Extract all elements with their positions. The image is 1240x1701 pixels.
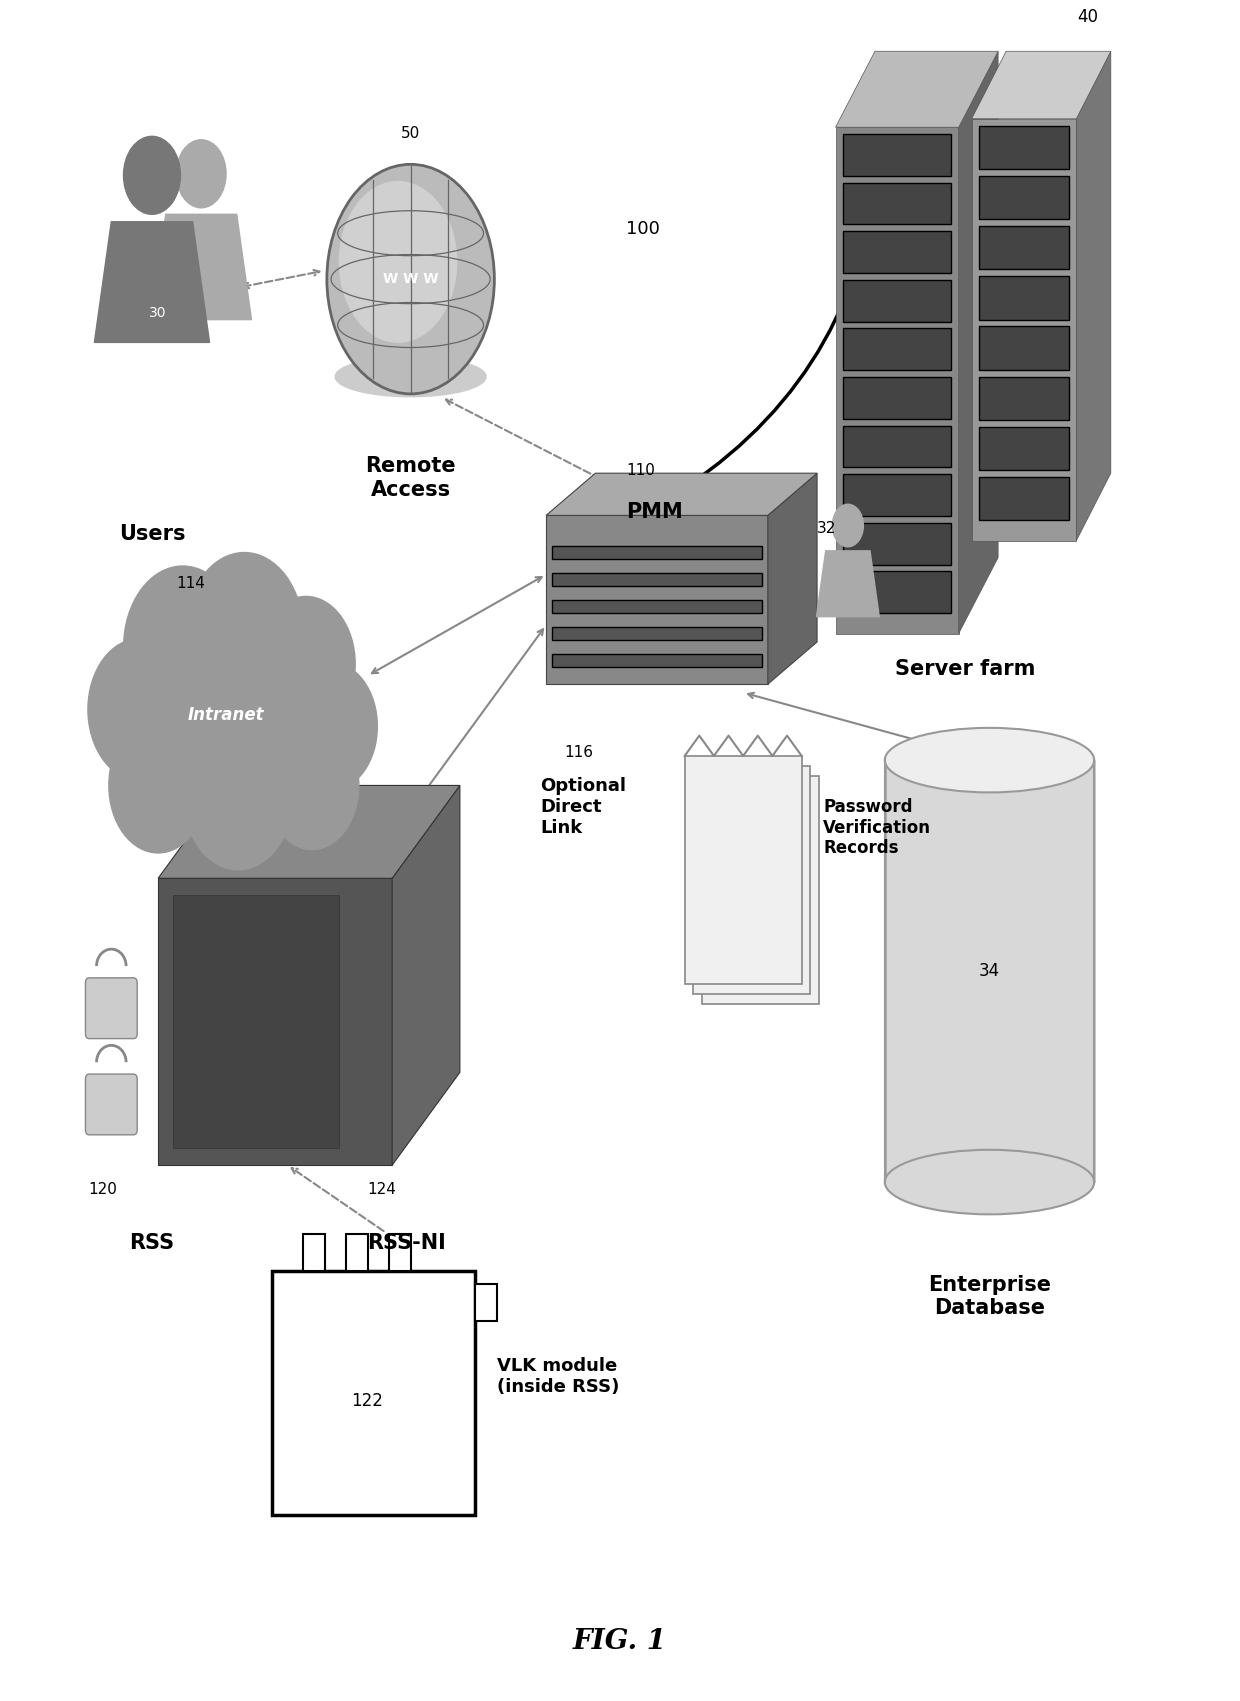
Text: 100: 100 — [626, 219, 660, 238]
FancyBboxPatch shape — [885, 760, 1094, 1182]
FancyBboxPatch shape — [843, 279, 951, 321]
Text: 50: 50 — [401, 126, 420, 141]
Text: Optional
Direct
Link: Optional Direct Link — [539, 777, 626, 837]
Polygon shape — [151, 214, 252, 320]
FancyBboxPatch shape — [980, 476, 1069, 521]
FancyBboxPatch shape — [843, 182, 951, 225]
FancyBboxPatch shape — [552, 600, 761, 614]
Circle shape — [284, 662, 377, 791]
FancyBboxPatch shape — [172, 895, 340, 1148]
Text: 110: 110 — [626, 463, 655, 478]
FancyBboxPatch shape — [843, 231, 951, 274]
FancyBboxPatch shape — [552, 573, 761, 587]
Text: Users: Users — [119, 524, 185, 544]
FancyBboxPatch shape — [159, 878, 392, 1165]
FancyBboxPatch shape — [693, 765, 810, 993]
Text: Enterprise
Database: Enterprise Database — [928, 1274, 1052, 1318]
FancyBboxPatch shape — [86, 1073, 138, 1135]
Polygon shape — [1076, 51, 1111, 541]
Circle shape — [176, 139, 226, 208]
FancyBboxPatch shape — [843, 134, 951, 175]
FancyBboxPatch shape — [843, 522, 951, 565]
FancyBboxPatch shape — [980, 427, 1069, 469]
FancyBboxPatch shape — [702, 776, 818, 1004]
FancyBboxPatch shape — [980, 175, 1069, 219]
Circle shape — [124, 136, 180, 214]
FancyBboxPatch shape — [303, 1233, 325, 1271]
FancyBboxPatch shape — [843, 572, 951, 614]
Text: 124: 124 — [367, 1182, 397, 1198]
Text: VLK module
(inside RSS): VLK module (inside RSS) — [497, 1357, 619, 1395]
Ellipse shape — [885, 1150, 1094, 1215]
FancyBboxPatch shape — [86, 978, 138, 1039]
Polygon shape — [94, 221, 210, 342]
FancyBboxPatch shape — [546, 515, 768, 684]
Polygon shape — [959, 51, 998, 633]
Ellipse shape — [885, 728, 1094, 793]
Text: Remote
Access: Remote Access — [366, 456, 456, 500]
FancyBboxPatch shape — [843, 475, 951, 515]
Text: 120: 120 — [88, 1182, 117, 1198]
Ellipse shape — [335, 357, 486, 396]
FancyBboxPatch shape — [552, 653, 761, 667]
FancyBboxPatch shape — [475, 1284, 497, 1322]
FancyBboxPatch shape — [972, 119, 1076, 541]
Circle shape — [832, 503, 863, 546]
Circle shape — [109, 718, 207, 852]
FancyBboxPatch shape — [843, 378, 951, 418]
Text: PMM: PMM — [626, 502, 683, 522]
FancyBboxPatch shape — [980, 126, 1069, 168]
Polygon shape — [546, 473, 817, 515]
Circle shape — [88, 638, 191, 781]
Circle shape — [340, 182, 456, 342]
Polygon shape — [392, 786, 460, 1165]
Text: 116: 116 — [564, 745, 594, 760]
Circle shape — [124, 566, 242, 728]
FancyBboxPatch shape — [836, 128, 959, 633]
Text: FIG. 1: FIG. 1 — [573, 1628, 667, 1655]
Text: Intranet: Intranet — [187, 706, 264, 723]
FancyBboxPatch shape — [552, 546, 761, 560]
FancyBboxPatch shape — [843, 328, 951, 371]
Text: Server farm: Server farm — [895, 658, 1035, 679]
Circle shape — [257, 597, 355, 731]
Text: 122: 122 — [352, 1393, 383, 1410]
Polygon shape — [816, 551, 879, 617]
Circle shape — [265, 721, 358, 849]
FancyBboxPatch shape — [980, 327, 1069, 369]
Text: 32: 32 — [817, 521, 837, 536]
FancyBboxPatch shape — [389, 1233, 412, 1271]
FancyBboxPatch shape — [980, 376, 1069, 420]
FancyBboxPatch shape — [272, 1271, 475, 1516]
Circle shape — [185, 553, 304, 714]
Circle shape — [327, 165, 495, 395]
Text: Password
Verification
Records: Password Verification Records — [823, 798, 931, 857]
Ellipse shape — [91, 633, 361, 803]
FancyBboxPatch shape — [980, 276, 1069, 320]
Text: RSS: RSS — [129, 1233, 175, 1252]
FancyBboxPatch shape — [346, 1233, 368, 1271]
Text: 40: 40 — [1078, 9, 1099, 26]
Polygon shape — [836, 51, 998, 128]
Circle shape — [182, 718, 294, 869]
FancyBboxPatch shape — [843, 425, 951, 468]
FancyBboxPatch shape — [980, 226, 1069, 269]
FancyBboxPatch shape — [552, 626, 761, 640]
Text: 30: 30 — [149, 306, 167, 320]
Polygon shape — [972, 51, 1111, 119]
Polygon shape — [768, 473, 817, 684]
Text: W W W: W W W — [383, 272, 439, 286]
Text: 34: 34 — [978, 963, 1001, 980]
Polygon shape — [159, 786, 460, 878]
Text: RSS-NI: RSS-NI — [367, 1233, 446, 1252]
FancyBboxPatch shape — [684, 755, 802, 983]
Text: 114: 114 — [176, 577, 206, 592]
